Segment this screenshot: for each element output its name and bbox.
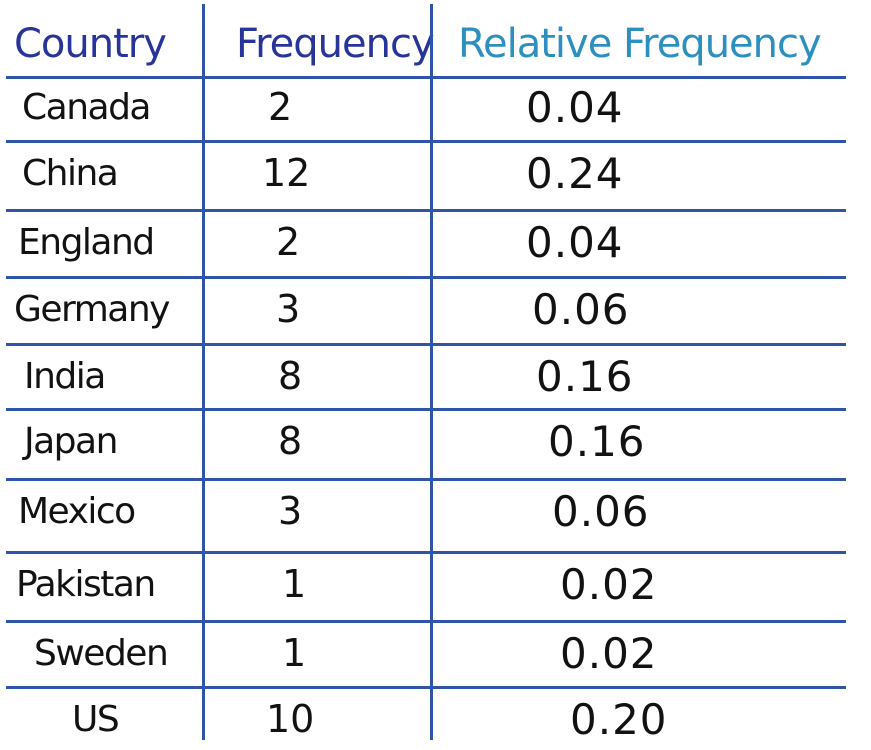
relative-frequency-cell: 0.24: [526, 148, 624, 198]
country-cell: Sweden: [34, 632, 169, 674]
frequency-cell: 10: [266, 697, 315, 741]
frequency-cell: 3: [276, 287, 301, 331]
country-cell: Pakistan: [16, 563, 156, 605]
column-rule: [430, 4, 433, 740]
relative-frequency-cell: 0.02: [560, 628, 658, 678]
relative-frequency-cell: 0.06: [552, 486, 650, 536]
relative-frequency-cell: 0.06: [532, 284, 630, 334]
frequency-cell: 2: [268, 85, 293, 129]
frequency-cell: 1: [282, 562, 307, 606]
frequency-cell: 3: [278, 489, 303, 533]
country-cell: US: [72, 698, 120, 740]
country-cell: Mexico: [18, 490, 136, 532]
frequency-cell: 8: [278, 354, 303, 398]
row-rule: [6, 408, 846, 411]
country-cell: England: [18, 221, 155, 263]
relative-frequency-cell: 0.04: [526, 82, 624, 132]
header-frequency: Frequency: [236, 21, 435, 67]
frequency-cell: 1: [282, 631, 307, 675]
frequency-cell: 2: [276, 220, 301, 264]
relative-frequency-cell: 0.20: [570, 694, 668, 744]
row-rule: [6, 551, 846, 554]
country-cell: Japan: [24, 420, 118, 462]
row-rule: [6, 478, 846, 481]
frequency-cell: 8: [278, 419, 303, 463]
column-rule: [202, 4, 205, 740]
row-rule: [6, 620, 846, 623]
header-country: Country: [14, 21, 167, 67]
row-rule: [6, 76, 846, 79]
relative-frequency-cell: 0.02: [560, 559, 658, 609]
relative-frequency-cell: 0.16: [548, 416, 646, 466]
row-rule: [6, 276, 846, 279]
relative-frequency-cell: 0.16: [536, 351, 634, 401]
row-rule: [6, 686, 846, 689]
header-relative-frequency: Relative Frequency: [458, 21, 822, 67]
row-rule: [6, 209, 846, 212]
country-cell: Germany: [14, 288, 170, 330]
country-cell: Canada: [22, 86, 152, 128]
country-cell: India: [24, 355, 106, 397]
frequency-cell: 12: [262, 151, 311, 195]
row-rule: [6, 140, 846, 143]
country-cell: China: [22, 152, 119, 194]
relative-frequency-cell: 0.04: [526, 217, 624, 267]
row-rule: [6, 343, 846, 346]
